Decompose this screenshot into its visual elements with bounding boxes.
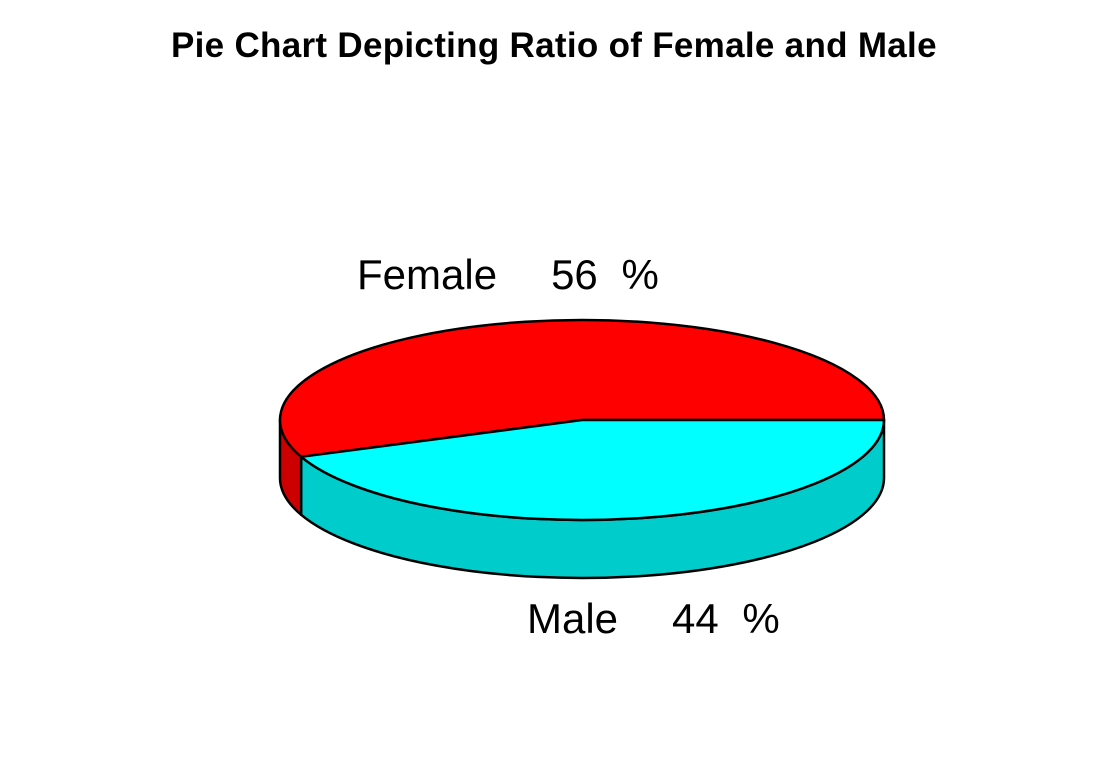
slice-label-male: Male 44 % bbox=[527, 598, 780, 640]
slice-male-top bbox=[299, 418, 886, 522]
slice-label-male-name: Male bbox=[527, 595, 619, 642]
slice-label-female-value: 56 % bbox=[551, 251, 659, 298]
slice-label-female-name: Female bbox=[357, 251, 498, 298]
slice-label-male-value: 44 % bbox=[672, 595, 780, 642]
slice-female-top bbox=[278, 318, 886, 459]
chart-title: Pie Chart Depicting Ratio of Female and … bbox=[171, 26, 937, 65]
slice-label-female: Female 56 % bbox=[357, 254, 659, 296]
